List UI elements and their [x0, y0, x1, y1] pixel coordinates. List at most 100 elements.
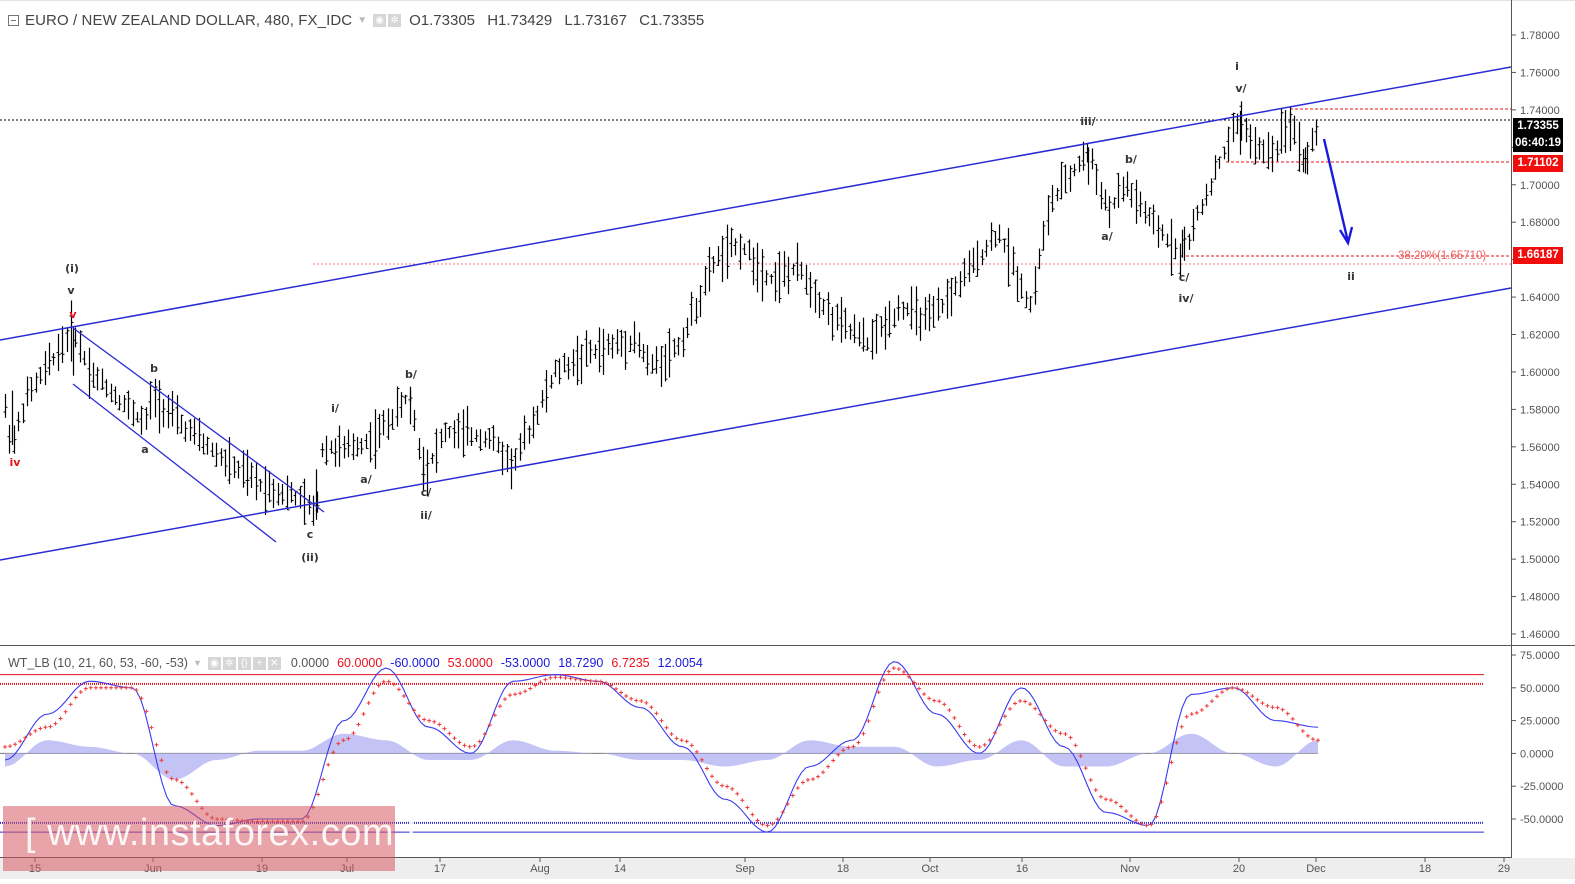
wave-label: (ii)	[301, 551, 319, 564]
svg-text:1.76000: 1.76000	[1520, 67, 1560, 79]
svg-text:Dec: Dec	[1306, 863, 1326, 875]
svg-text:Sep: Sep	[735, 863, 755, 875]
indicator-value: 18.7290	[558, 656, 604, 670]
wave-label: a/	[1101, 230, 1113, 243]
source-code-icon[interactable]: {}	[237, 656, 251, 670]
wave-label: ii/	[420, 509, 433, 522]
svg-text:18: 18	[837, 863, 849, 875]
chevron-down-icon[interactable]: ▼	[192, 658, 202, 668]
ohlc-values: O1.73305 H1.73429 L1.73167 C1.73355	[409, 12, 712, 29]
svg-text:1.64000: 1.64000	[1520, 292, 1560, 304]
wave-label: i	[1235, 60, 1239, 73]
svg-text:1.48000: 1.48000	[1520, 592, 1560, 604]
gear-icon[interactable]: ✲	[222, 656, 236, 670]
eye-icon[interactable]: ◉	[373, 13, 387, 27]
watermark: [ www.instaforex.com ]	[3, 806, 416, 871]
svg-text:50.0000: 50.0000	[1520, 683, 1560, 695]
wave-label: v/	[1235, 82, 1247, 95]
close-value: C1.73355	[639, 11, 705, 29]
gear-icon[interactable]: ✲	[388, 13, 402, 27]
channel-lower-line	[0, 287, 1512, 561]
fib-price-tag: 1.66187	[1513, 247, 1563, 264]
svg-text:29: 29	[1498, 863, 1510, 875]
wave-label: c/	[1179, 271, 1191, 284]
indicator-value: 12.0054	[657, 656, 703, 670]
wave-label: ii	[1347, 270, 1355, 283]
plus-icon[interactable]: +	[252, 656, 266, 670]
svg-text:20: 20	[1233, 863, 1245, 875]
svg-text:1.58000: 1.58000	[1520, 404, 1560, 416]
indicator-value: 60.0000	[337, 656, 383, 670]
svg-text:1.60000: 1.60000	[1520, 367, 1560, 379]
channel-upper-line	[0, 66, 1512, 341]
svg-text:-25.0000: -25.0000	[1520, 781, 1563, 793]
svg-text:18: 18	[1419, 863, 1431, 875]
wave-label: v	[69, 308, 77, 321]
svg-text:0.0000: 0.0000	[1520, 748, 1554, 760]
wave-label: b/	[1125, 153, 1138, 166]
wave-label: c	[307, 528, 314, 541]
wt-oscillator	[0, 661, 1484, 833]
oscillator-axis[interactable]: 75.0000 50.0000 25.0000 0.0000 -25.0000 -50.0…	[1511, 650, 1563, 826]
horizontal-levels	[0, 108, 1511, 265]
svg-text:17: 17	[434, 863, 446, 875]
indicator-title[interactable]: WT_LB (10, 21, 60, 53, -60, -53)	[8, 656, 188, 670]
svg-text:16: 16	[1016, 863, 1028, 875]
svg-text:75.0000: 75.0000	[1520, 650, 1560, 662]
svg-text:1.62000: 1.62000	[1520, 330, 1560, 342]
high-value: H1.73429	[487, 11, 553, 29]
svg-text:1.46000: 1.46000	[1520, 629, 1560, 641]
indicator-value: -60.0000	[390, 656, 440, 670]
forecast-arrow-head	[1338, 226, 1354, 247]
svg-text:1.54000: 1.54000	[1520, 479, 1560, 491]
indicator-values: 0.0000 60.0000 -60.0000 53.0000 -53.0000 18.7…	[283, 656, 703, 670]
svg-text:1.78000: 1.78000	[1520, 30, 1560, 42]
svg-text:Aug: Aug	[530, 863, 550, 875]
wave-label: iv	[10, 456, 22, 469]
forecast-arrow-shaft	[1322, 138, 1350, 243]
wave-label: a/	[360, 473, 372, 486]
wave-label: i/	[331, 402, 340, 415]
wave-label: c/	[421, 486, 433, 499]
last-price-tag: 1.73355	[1513, 118, 1563, 135]
svg-text:Oct: Oct	[921, 863, 938, 875]
indicator-value: 0.0000	[290, 656, 330, 670]
low-value: L1.73167	[564, 11, 627, 29]
chevron-down-icon[interactable]: ▼	[357, 14, 368, 26]
svg-text:1.74000: 1.74000	[1520, 105, 1560, 117]
wave-label: (i)	[65, 262, 79, 275]
indicator-value: 53.0000	[447, 656, 493, 670]
svg-text:1.70000: 1.70000	[1520, 180, 1560, 192]
svg-text:1.68000: 1.68000	[1520, 217, 1560, 229]
close-icon[interactable]: ✕	[267, 656, 281, 670]
fib-retracement-label: 38.20%(1.65710)	[1398, 250, 1487, 262]
eye-icon[interactable]: ◉	[207, 656, 221, 670]
indicator-value: -53.0000	[500, 656, 551, 670]
support-price-tag: 1.71102	[1513, 155, 1563, 172]
ohlc-bars	[3, 101, 1319, 526]
open-value: O1.73305	[409, 11, 476, 29]
svg-text:14: 14	[614, 863, 626, 875]
wave-labels: iv(i)vvbac(ii)i/a/b/c/ii/iii/b/a/c/iv/iv…	[10, 60, 1355, 564]
wave-label: b/	[405, 368, 418, 381]
wave-label: iii/	[1080, 115, 1096, 128]
wave-label: b	[150, 362, 158, 375]
svg-text:-50.0000: -50.0000	[1520, 814, 1563, 826]
svg-text:1.52000: 1.52000	[1520, 517, 1560, 529]
watermark-text: [ www.instaforex.com ]	[25, 812, 417, 854]
collapse-legend-icon[interactable]	[8, 14, 19, 26]
bar-countdown-tag: 06:40:19	[1513, 135, 1563, 152]
wave-label: iv/	[1179, 292, 1195, 305]
indicator-value: 6.7235	[611, 656, 650, 670]
svg-text:1.50000: 1.50000	[1520, 554, 1560, 566]
trend-channel[interactable]	[0, 66, 1512, 561]
svg-text:25.0000: 25.0000	[1520, 716, 1560, 728]
indicator-legend: WT_LB (10, 21, 60, 53, -60, -53) ▼ ◉ ✲ {…	[8, 655, 703, 671]
svg-text:1.56000: 1.56000	[1520, 442, 1560, 454]
symbol-legend: EURO / NEW ZEALAND DOLLAR, 480, FX_IDC ▼…	[8, 9, 712, 31]
corrective-channel-upper	[72, 327, 325, 513]
symbol-title[interactable]: EURO / NEW ZEALAND DOLLAR, 480, FX_IDC	[25, 11, 353, 29]
svg-text:Nov: Nov	[1120, 863, 1140, 875]
